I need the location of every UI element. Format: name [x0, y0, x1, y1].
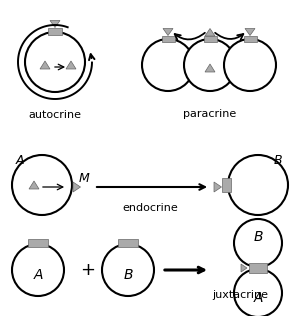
Circle shape	[228, 155, 288, 215]
Text: paracrine: paracrine	[183, 109, 237, 119]
Bar	[28, 239, 48, 247]
Polygon shape	[245, 28, 255, 35]
Text: A: A	[253, 291, 263, 305]
Text: A: A	[33, 268, 43, 282]
Circle shape	[142, 39, 194, 91]
Bar	[203, 36, 217, 42]
Bar	[48, 28, 62, 35]
Circle shape	[12, 244, 64, 296]
Text: autocrine: autocrine	[28, 110, 82, 120]
Bar	[161, 36, 175, 42]
Polygon shape	[163, 28, 173, 35]
Circle shape	[12, 155, 72, 215]
Polygon shape	[50, 21, 60, 27]
Text: M: M	[79, 173, 89, 185]
Circle shape	[184, 39, 236, 91]
Polygon shape	[214, 182, 221, 192]
Circle shape	[234, 269, 282, 316]
Circle shape	[234, 219, 282, 267]
Text: A: A	[16, 154, 24, 167]
Polygon shape	[73, 182, 80, 192]
Polygon shape	[66, 61, 76, 69]
Polygon shape	[241, 264, 247, 272]
Bar	[118, 239, 138, 247]
Text: B: B	[274, 154, 282, 167]
Polygon shape	[29, 181, 39, 189]
Bar	[249, 263, 267, 273]
Polygon shape	[40, 61, 50, 69]
Polygon shape	[205, 64, 215, 72]
Text: endocrine: endocrine	[122, 203, 178, 213]
Text: B: B	[253, 230, 263, 244]
Polygon shape	[205, 28, 215, 36]
Circle shape	[102, 244, 154, 296]
Bar	[222, 178, 231, 192]
Text: juxtacrine: juxtacrine	[212, 290, 268, 300]
Text: B: B	[123, 268, 133, 282]
Text: +: +	[80, 261, 95, 279]
Circle shape	[224, 39, 276, 91]
Bar	[244, 36, 256, 42]
Circle shape	[25, 32, 85, 92]
